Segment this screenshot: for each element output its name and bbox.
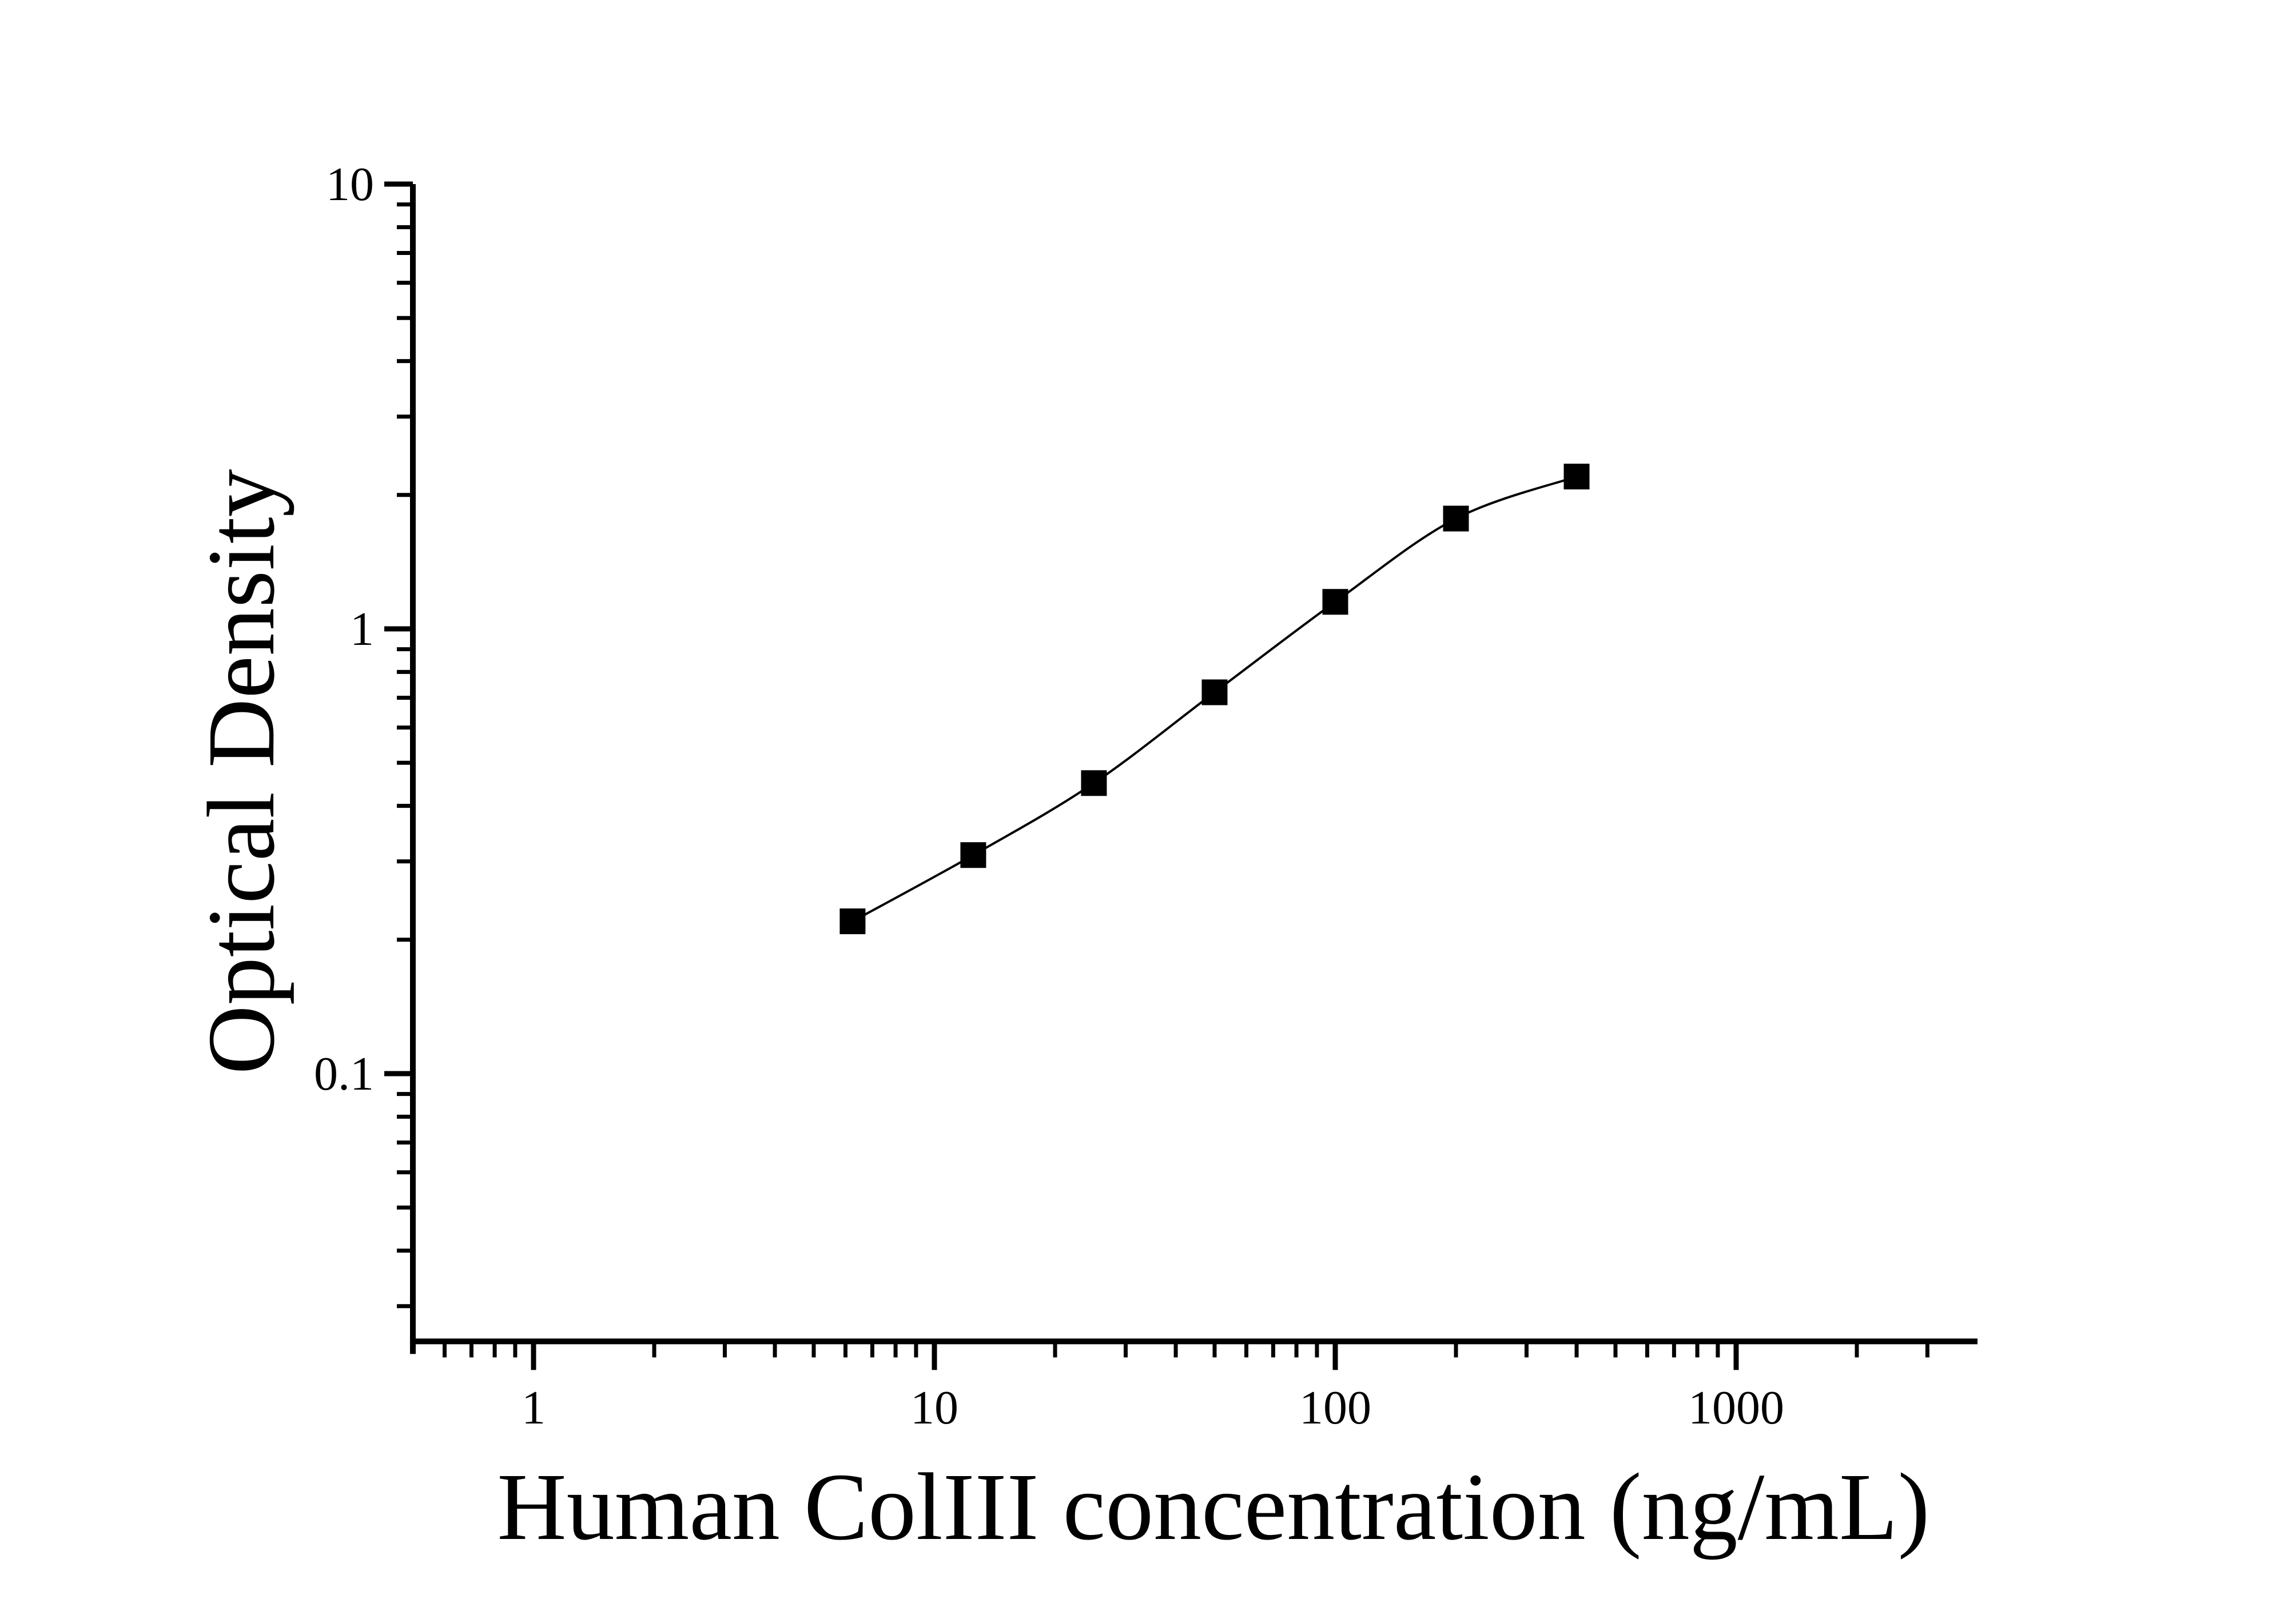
data-point-marker: [1081, 770, 1107, 796]
x-tick-labels: 1 10 100 1000: [522, 1381, 1784, 1434]
y-tick-labels: 0.1 1 10: [314, 158, 374, 1100]
y-tick-label: 1: [350, 603, 374, 656]
x-tick-label: 1: [522, 1381, 546, 1434]
data-point-marker: [1563, 464, 1590, 490]
data-points: [839, 464, 1590, 935]
y-tick-label: 0.1: [314, 1047, 374, 1100]
x-tick-label: 100: [1299, 1381, 1371, 1434]
y-axis: [384, 181, 416, 1354]
data-point-marker: [1322, 589, 1348, 615]
x-tick-label: 1000: [1688, 1381, 1784, 1434]
y-axis-title: Optical Density: [188, 469, 295, 1074]
y-tick-label: 10: [326, 158, 374, 211]
data-point-marker: [960, 842, 986, 868]
data-point-marker: [839, 908, 866, 935]
x-tick-label: 10: [910, 1381, 958, 1434]
data-point-marker: [1443, 505, 1469, 532]
data-point-marker: [1201, 679, 1228, 705]
x-axis-title: Human ColIII concentration (ng/mL): [497, 1454, 1929, 1560]
x-axis: [409, 1338, 1978, 1370]
